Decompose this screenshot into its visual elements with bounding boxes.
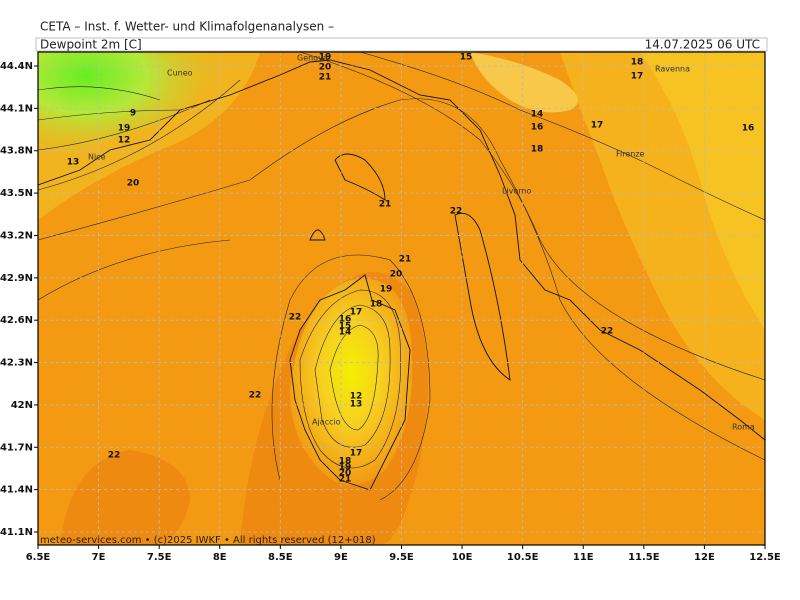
city-label: Firenze	[616, 150, 645, 159]
axis-ticks: 6.5E 7E 7.5E 8E 8.5E 9E 9.5E 10E 10.5E 11E 11.5E 12…	[0, 61, 781, 563]
city-label: Ajaccio	[312, 418, 341, 427]
y-tick-label: 41.7N	[0, 442, 33, 453]
contour-label: 22	[289, 313, 302, 323]
isoline	[38, 98, 765, 461]
footer: meteo-services.com • (c)2025 IWKF • All …	[40, 535, 376, 546]
contour-label: 9	[130, 109, 136, 119]
contour-label: 18	[531, 145, 544, 155]
x-tick-label: 10E	[452, 552, 473, 563]
x-tick-label: 7E	[92, 552, 106, 563]
contour-label: 16	[531, 123, 544, 133]
contour-label: 20	[319, 63, 332, 73]
contour-label: 17	[350, 449, 363, 459]
contour-label: 12	[350, 392, 363, 402]
contour-label: 22	[450, 207, 463, 217]
corsica-field	[290, 278, 413, 485]
y-tick-label: 43.8N	[0, 146, 33, 157]
contour-label: 14	[339, 328, 352, 338]
contour-label: 16	[742, 124, 755, 134]
y-tick-label: 42.9N	[0, 273, 33, 284]
contour-label: 12	[118, 136, 131, 146]
x-tick-label: 12.5E	[749, 552, 781, 563]
y-tick-label: 44.1N	[0, 103, 33, 114]
ligurian-field	[470, 52, 578, 113]
x-tick-label: 7.5E	[147, 552, 172, 563]
parameter: Dewpoint 2m [C]	[40, 38, 142, 52]
y-tick-label: 41.1N	[0, 527, 33, 538]
corsica-coast	[289, 274, 411, 491]
y-tick-label: 43.5N	[0, 188, 33, 199]
contour-label: 21	[339, 475, 352, 485]
y-tick-label: 42.3N	[0, 358, 33, 369]
contour-label: 19	[319, 53, 332, 63]
x-tick-label: 9.5E	[389, 552, 414, 563]
x-tick-label: 6.5E	[26, 552, 51, 563]
contour-label: 18	[631, 58, 644, 68]
sw-field	[60, 450, 190, 545]
x-tick-label: 9E	[334, 552, 348, 563]
institute: CETA – Inst. f. Wetter- und Klimafolgena…	[40, 20, 334, 34]
contour-label: 14	[531, 110, 544, 120]
header-bar	[35, 37, 768, 52]
city-label: Livorno	[502, 187, 532, 196]
contour-label: 19	[380, 285, 393, 295]
y-tick-label: 42.6N	[0, 315, 33, 326]
contour-label: 22	[249, 391, 262, 401]
contour-label: 22	[108, 451, 121, 461]
contour-label: 20	[339, 469, 352, 479]
x-tick-label: 11E	[573, 552, 594, 563]
x-tick-label: 8E	[213, 552, 227, 563]
contour-label: 21	[399, 255, 412, 265]
contour-label: 16	[339, 315, 352, 325]
contour-label: 17	[350, 308, 363, 318]
x-tick-label: 10.5E	[507, 552, 539, 563]
coastline	[38, 59, 765, 441]
graticule	[38, 52, 765, 545]
isoline	[38, 79, 241, 191]
contour-label: 19	[339, 463, 352, 473]
contour-label: 21	[379, 200, 392, 210]
valid-time: 14.07.2025 06 UTC	[645, 38, 760, 52]
city-label: Cuneo	[167, 69, 193, 78]
x-tick-label: 12E	[694, 552, 715, 563]
x-tick-label: 8.5E	[268, 552, 293, 563]
contour-label: 21	[319, 73, 332, 83]
city-label: Nice	[88, 153, 106, 162]
contour-label: 18	[339, 457, 352, 467]
y-tick-label: 43.2N	[0, 230, 33, 241]
city-label: Genova	[297, 54, 328, 63]
city-label: Ravenna	[655, 65, 690, 74]
contour-label: 20	[127, 179, 140, 189]
contour-label: 19	[118, 124, 131, 134]
contour-label: 13	[67, 158, 80, 168]
city-label: Roma	[732, 423, 755, 432]
east-field-2	[640, 52, 765, 330]
contour-label: 22	[601, 327, 614, 337]
contour-label: 13	[350, 400, 363, 410]
y-tick-label: 42N	[11, 400, 33, 411]
y-tick-label: 44.4N	[0, 61, 33, 72]
contour-label: 15	[339, 322, 352, 332]
contour-label: 20	[390, 270, 403, 280]
isoline	[299, 52, 765, 381]
contour-label: 18	[370, 300, 383, 310]
isoline	[271, 254, 431, 501]
x-tick-label: 11.5E	[628, 552, 660, 563]
contour-label: 17	[631, 72, 644, 82]
contour-label: 17	[591, 121, 604, 131]
contour-label: 15	[460, 53, 473, 63]
y-tick-label: 41.4N	[0, 485, 33, 496]
